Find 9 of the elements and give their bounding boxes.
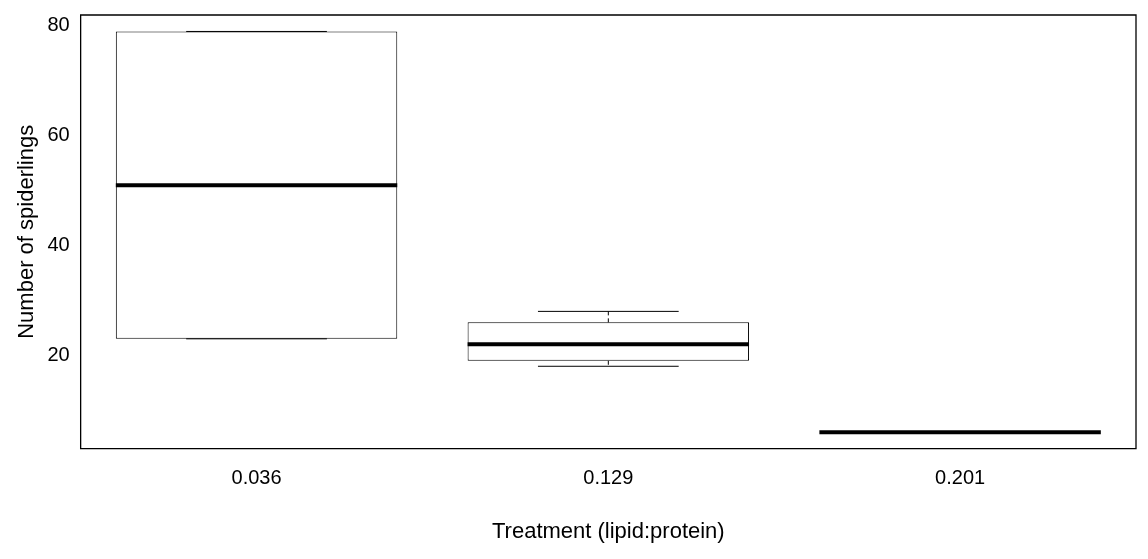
x-tick-label: 0.201 xyxy=(935,466,986,489)
y-tick-label: 20 xyxy=(47,342,70,365)
y-axis-title: Number of spiderlings xyxy=(13,124,39,339)
y-tick-label: 80 xyxy=(47,13,70,36)
y-tick-label: 40 xyxy=(47,233,70,256)
x-tick-label: 0.036 xyxy=(231,466,282,489)
x-axis-title: Treatment (lipid:protein) xyxy=(491,517,725,543)
y-tick-label: 60 xyxy=(47,123,70,146)
x-tick-label: 0.129 xyxy=(583,466,634,489)
